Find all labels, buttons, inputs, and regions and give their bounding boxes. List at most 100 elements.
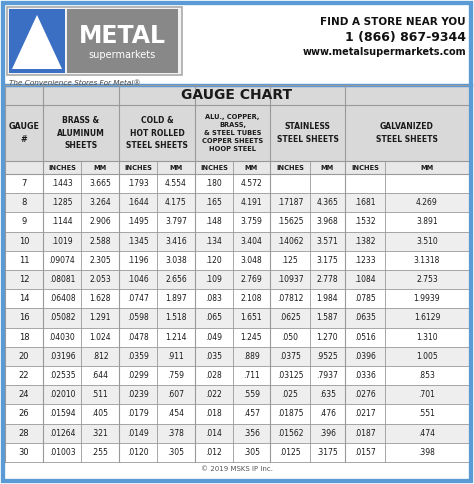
Text: .405: .405 bbox=[91, 409, 109, 419]
Text: 2.769: 2.769 bbox=[241, 275, 263, 284]
Text: .1046: .1046 bbox=[127, 275, 149, 284]
Bar bbox=[5, 161, 469, 174]
Text: .15625: .15625 bbox=[277, 217, 303, 227]
Text: .0217: .0217 bbox=[354, 409, 376, 419]
Text: .476: .476 bbox=[319, 409, 336, 419]
Text: .889: .889 bbox=[243, 352, 260, 361]
Text: ALU., COPPER,
BRASS,
& STEEL TUBES
COPPER SHEETS
HOOP STEEL: ALU., COPPER, BRASS, & STEEL TUBES COPPE… bbox=[202, 114, 263, 152]
Text: .0478: .0478 bbox=[127, 333, 149, 342]
Text: .08081: .08081 bbox=[49, 275, 75, 284]
Text: 1.651: 1.651 bbox=[241, 314, 262, 322]
Text: .0179: .0179 bbox=[127, 409, 149, 419]
Text: .378: .378 bbox=[168, 429, 184, 438]
Text: .1196: .1196 bbox=[127, 256, 149, 265]
Text: 26: 26 bbox=[18, 409, 29, 419]
Text: GAUGE CHART: GAUGE CHART bbox=[182, 88, 292, 102]
Text: .04030: .04030 bbox=[49, 333, 75, 342]
Text: 7: 7 bbox=[21, 179, 27, 188]
Text: www.metalsupermarkets.com: www.metalsupermarkets.com bbox=[302, 47, 466, 57]
Text: .050: .050 bbox=[282, 333, 299, 342]
Text: .180: .180 bbox=[206, 179, 222, 188]
Text: INCHES: INCHES bbox=[124, 165, 152, 170]
Text: MM: MM bbox=[93, 165, 107, 170]
Text: .01562: .01562 bbox=[277, 429, 303, 438]
Text: .03125: .03125 bbox=[277, 371, 303, 380]
Text: .120: .120 bbox=[206, 256, 222, 265]
Text: .1144: .1144 bbox=[51, 217, 73, 227]
Text: 28: 28 bbox=[18, 429, 29, 438]
Text: .17187: .17187 bbox=[277, 198, 303, 207]
Text: .1345: .1345 bbox=[127, 237, 149, 246]
Text: 9: 9 bbox=[21, 217, 27, 227]
Text: GALVANIZED
STEEL SHEETS: GALVANIZED STEEL SHEETS bbox=[376, 122, 438, 144]
Text: .03196: .03196 bbox=[49, 352, 75, 361]
Text: 2.906: 2.906 bbox=[89, 217, 111, 227]
Text: 1.897: 1.897 bbox=[165, 294, 187, 303]
Text: INCHES: INCHES bbox=[351, 165, 379, 170]
Text: .1495: .1495 bbox=[127, 217, 149, 227]
Text: 22: 22 bbox=[19, 371, 29, 380]
Text: 12: 12 bbox=[19, 275, 29, 284]
Text: 3.404: 3.404 bbox=[241, 237, 263, 246]
Text: .028: .028 bbox=[206, 371, 222, 380]
Text: INCHES: INCHES bbox=[48, 165, 76, 170]
Text: .457: .457 bbox=[243, 409, 260, 419]
Text: .1443: .1443 bbox=[51, 179, 73, 188]
Text: .0187: .0187 bbox=[354, 429, 376, 438]
Text: .0239: .0239 bbox=[127, 390, 149, 399]
Text: 10: 10 bbox=[19, 237, 29, 246]
Text: .06408: .06408 bbox=[49, 294, 75, 303]
Text: .065: .065 bbox=[206, 314, 222, 322]
Text: .0516: .0516 bbox=[354, 333, 376, 342]
Text: .759: .759 bbox=[167, 371, 184, 380]
Text: 3.416: 3.416 bbox=[165, 237, 187, 246]
Text: .255: .255 bbox=[91, 448, 109, 457]
Text: .607: .607 bbox=[167, 390, 184, 399]
Text: .1681: .1681 bbox=[354, 198, 376, 207]
Text: .014: .014 bbox=[206, 429, 222, 438]
Text: COLD &
HOT ROLLED
STEEL SHEETS: COLD & HOT ROLLED STEEL SHEETS bbox=[126, 116, 188, 150]
Text: .0785: .0785 bbox=[354, 294, 376, 303]
Text: 16: 16 bbox=[18, 314, 29, 322]
Text: BRASS &
ALUMINUM
SHEETS: BRASS & ALUMINUM SHEETS bbox=[57, 116, 105, 150]
Bar bbox=[5, 347, 469, 366]
Text: 3.1318: 3.1318 bbox=[414, 256, 440, 265]
Text: 4.191: 4.191 bbox=[241, 198, 262, 207]
Text: .01875: .01875 bbox=[277, 409, 303, 419]
Text: .10937: .10937 bbox=[277, 275, 303, 284]
Text: 2.108: 2.108 bbox=[241, 294, 262, 303]
Text: .644: .644 bbox=[91, 371, 109, 380]
Text: .05082: .05082 bbox=[49, 314, 75, 322]
Text: 4.269: 4.269 bbox=[416, 198, 438, 207]
Text: .109: .109 bbox=[206, 275, 222, 284]
Text: .9525: .9525 bbox=[317, 352, 338, 361]
Text: .635: .635 bbox=[319, 390, 336, 399]
Bar bbox=[5, 85, 469, 105]
Text: .356: .356 bbox=[243, 429, 260, 438]
Text: 1.024: 1.024 bbox=[89, 333, 111, 342]
Text: 1.310: 1.310 bbox=[416, 333, 438, 342]
Text: .0120: .0120 bbox=[127, 448, 149, 457]
Text: .7937: .7937 bbox=[317, 371, 338, 380]
Text: 3.891: 3.891 bbox=[416, 217, 438, 227]
Text: 1.291: 1.291 bbox=[89, 314, 111, 322]
Text: .01594: .01594 bbox=[49, 409, 75, 419]
Bar bbox=[5, 443, 469, 462]
Text: .0157: .0157 bbox=[354, 448, 376, 457]
Text: .125: .125 bbox=[282, 256, 298, 265]
Text: 4.572: 4.572 bbox=[241, 179, 263, 188]
Text: 20: 20 bbox=[19, 352, 29, 361]
Text: 1.9939: 1.9939 bbox=[414, 294, 440, 303]
Bar bbox=[5, 251, 469, 270]
Polygon shape bbox=[12, 15, 62, 69]
Text: 3.048: 3.048 bbox=[241, 256, 263, 265]
Text: .148: .148 bbox=[206, 217, 222, 227]
Text: 1.628: 1.628 bbox=[89, 294, 111, 303]
Text: .0625: .0625 bbox=[279, 314, 301, 322]
Text: 4.365: 4.365 bbox=[317, 198, 338, 207]
Bar bbox=[5, 270, 469, 289]
Text: 3.175: 3.175 bbox=[317, 256, 338, 265]
Text: .134: .134 bbox=[206, 237, 222, 246]
Text: .398: .398 bbox=[419, 448, 436, 457]
Text: .01003: .01003 bbox=[49, 448, 75, 457]
